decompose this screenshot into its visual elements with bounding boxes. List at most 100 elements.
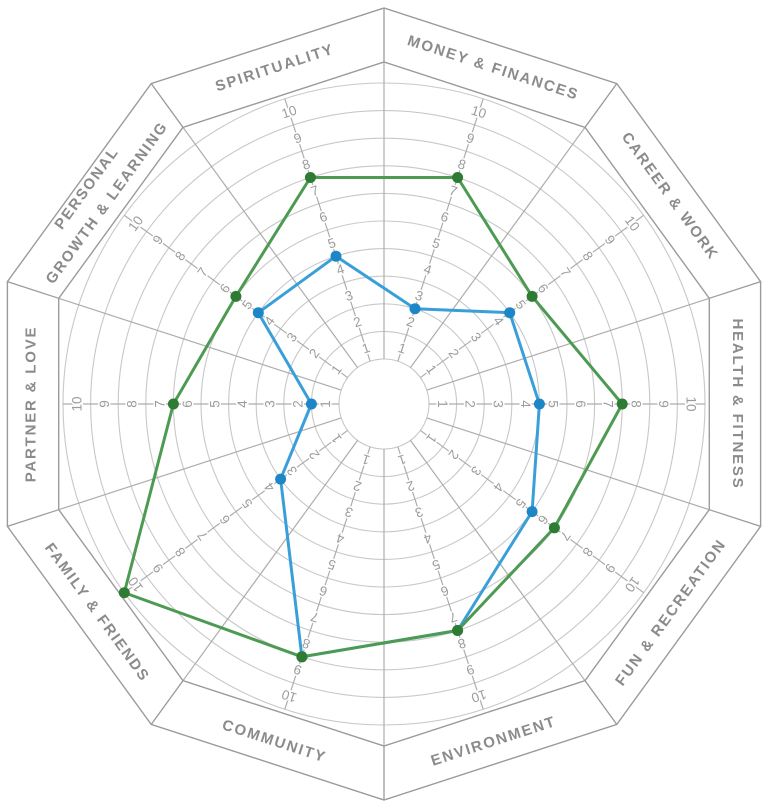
scale-number: 2 [351,478,363,495]
scale-number: 3 [263,400,278,408]
spoke-line [426,297,710,391]
scale-number: 3 [468,463,485,478]
series-green [118,172,628,663]
vertex-connector-line [584,83,618,128]
scale-number: 4 [261,479,278,494]
scale-number: 6 [439,209,451,226]
scale-number: 2 [306,346,323,361]
scale-number: 1 [318,400,333,408]
category-axis-5 [397,446,484,710]
scale-number: 7 [194,528,211,543]
scale-number: 5 [430,556,442,573]
scale-number: 8 [300,156,312,173]
scale-number: 6 [439,583,451,600]
scale-number: 2 [405,478,417,495]
scale-number: 10 [469,103,488,122]
scale-number: 9 [464,130,476,147]
scale-number: 9 [656,400,671,408]
scale-number: 6 [535,512,552,527]
scale-number: 7 [309,609,321,626]
scale-number: 9 [150,232,167,247]
scale-number: 6 [317,583,329,600]
scale-number: 4 [490,313,507,328]
scale-number: 7 [309,183,321,200]
scale-number: 4 [235,400,250,408]
spoke-line [426,417,710,511]
scale-number: 3 [284,330,301,345]
scale-number: 9 [150,561,167,576]
scale-number: 1 [360,451,372,468]
category-axis-7 [123,429,348,594]
data-point-blue-money-finances [409,303,421,315]
scale-number: 4 [518,400,533,408]
vertex-connector-line [7,281,59,299]
hub-circle [338,358,430,450]
data-point-blue-career-work [504,307,516,319]
vertex-connector-line [7,509,59,527]
scale-number: 10 [280,687,299,706]
data-point-green-environment [452,625,464,636]
spoke-line [58,297,342,391]
scale-number: 10 [683,396,698,411]
category-label-health-fitness: HEALTH & FITNESS [729,318,746,489]
scale-number: 5 [208,400,223,408]
data-point-green-fun-recreation [548,522,560,534]
category-label-environment: ENVIRONMENT [429,713,558,770]
data-point-blue-family-friends [275,473,287,485]
data-point-green-health-fitness [616,398,628,410]
scale-number: 2 [290,400,305,408]
spoke-line [182,126,359,368]
scale-number: 10 [125,213,146,234]
category-axis-6 [284,446,371,710]
scale-number: 9 [602,232,619,247]
scale-number: 3 [468,330,485,345]
scale-number: 5 [430,235,442,252]
scale-number: 9 [464,661,476,678]
category-label-community: COMMUNITY [220,717,329,767]
spoke-line [409,126,586,368]
scale-number: 10 [280,103,299,122]
scale-number: 8 [579,545,596,560]
scale-number: 8 [172,545,189,560]
scale-number: 8 [579,249,596,264]
data-point-blue-fun-recreation [526,506,538,518]
scale-number: 5 [326,556,338,573]
scale-number: 3 [413,504,425,521]
scale-number: 8 [456,156,468,173]
scale-number: 10 [622,213,643,234]
scale-number: 9 [97,400,112,408]
scale-number: 1 [423,362,440,377]
scale-number: 5 [326,235,338,252]
scale-number: 6 [217,512,234,527]
spoke-line [58,417,342,511]
scale-number: 3 [490,400,505,408]
scale-number: 7 [194,265,211,280]
scale-number: 1 [423,431,440,446]
vertex-connector-line [584,680,618,725]
vertex-connector-line [150,83,184,128]
scale-number: 8 [172,249,189,264]
category-label-partner-love: PARTNER & LOVE [22,326,39,483]
scale-number: 5 [545,400,560,408]
scale-number: 2 [405,314,417,331]
scale-number: 7 [601,400,616,408]
scale-number: 1 [360,340,372,357]
scale-number: 10 [70,396,85,411]
scale-number: 1 [396,451,408,468]
scale-number: 1 [328,431,345,446]
category-label-spirituality: SPIRITUALITY [213,41,336,96]
data-point-green-family-friends [118,587,130,599]
scale-number: 1 [328,362,345,377]
scale-number: 7 [447,609,459,626]
vertex-connector-line [709,281,761,299]
scale-number: 9 [292,661,304,678]
scale-number: 7 [557,265,574,280]
scale-number: 8 [628,400,643,408]
spoke-lines [58,62,710,746]
scale-number: 7 [152,400,167,408]
category-axis-0 [284,98,371,362]
scale-number: 2 [445,447,462,462]
scale-number: 3 [343,288,355,305]
scale-number: 5 [239,297,256,312]
